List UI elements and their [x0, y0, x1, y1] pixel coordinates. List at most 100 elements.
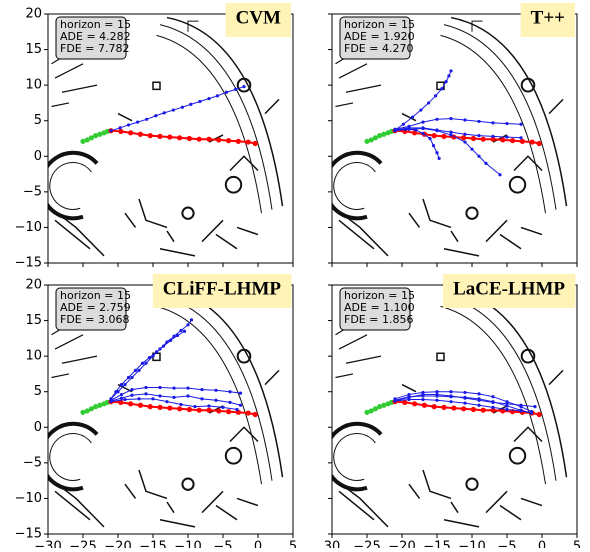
trajectory-point [163, 111, 166, 114]
trajectory-point [181, 106, 184, 109]
trajectory-point [148, 404, 153, 409]
trajectory-point [435, 118, 438, 121]
trajectory-point [530, 411, 533, 414]
trajectory-point [407, 126, 410, 129]
trajectory-point [428, 137, 431, 140]
trajectory-point [451, 405, 456, 410]
trajectory-point [471, 136, 476, 141]
trajectory-point [253, 412, 258, 417]
panel-title: T++ [531, 7, 565, 28]
trajectory-point [239, 404, 242, 407]
trajectory-point [169, 339, 172, 342]
trajectory-point [144, 386, 147, 389]
x-tick-label: −30 [34, 540, 61, 549]
trajectory-point [189, 103, 192, 106]
x-tick-label: −15 [423, 540, 450, 549]
trajectory-point [449, 390, 452, 393]
trajectory-point [435, 128, 438, 131]
x-tick-label: −5 [497, 540, 516, 549]
trajectory-point [148, 356, 151, 359]
trajectory-point [137, 369, 140, 372]
trajectory-point [402, 123, 405, 126]
trajectory-point [421, 126, 424, 129]
trajectory-point [235, 408, 238, 411]
x-tick-label: 5 [573, 540, 581, 549]
y-tick-label: −10 [15, 220, 42, 235]
trajectory-point [461, 406, 466, 411]
trajectory-point [172, 396, 175, 399]
trajectory-point [134, 369, 137, 372]
trajectory-point [471, 407, 476, 412]
trajectory-point [463, 140, 466, 143]
trajectory-point [449, 117, 452, 120]
x-tick-label: 0 [538, 540, 546, 549]
trajectory-point [463, 391, 466, 394]
trajectory-point [200, 397, 203, 400]
trajectory-point [226, 138, 231, 143]
trajectory-point [481, 408, 486, 413]
trajectory-point [463, 118, 466, 121]
trajectory-point [157, 134, 162, 139]
trajectory-point [449, 400, 452, 403]
trajectory-point [127, 123, 130, 126]
annotation-text: FDE = 1.856 [344, 313, 413, 326]
trajectory-point [130, 388, 133, 391]
trajectory-point [177, 135, 182, 140]
trajectory-point [427, 101, 430, 104]
trajectory-point [221, 406, 224, 409]
trajectory-point [130, 394, 133, 397]
x-tick-label: −15 [139, 540, 166, 549]
trajectory-point [463, 397, 466, 400]
x-tick-label: 30 [324, 540, 341, 549]
y-tick-label: −10 [15, 491, 42, 506]
trajectory-point [207, 97, 210, 100]
trajectory-point [422, 403, 427, 408]
trajectory-point [167, 134, 172, 139]
trajectory-point [179, 329, 182, 332]
y-tick-label: 15 [25, 42, 42, 57]
trajectory-point [461, 135, 466, 140]
trajectory-point [510, 138, 515, 143]
y-tick-label: −5 [23, 184, 42, 199]
trajectory-point [519, 123, 522, 126]
trajectory-point [533, 405, 536, 408]
trajectory-point [214, 399, 217, 402]
trajectory-point [537, 412, 542, 417]
panel: horizon = 15ADE = 1.920FDE = 4.270T++ [325, 3, 577, 267]
trajectory-point [477, 392, 480, 395]
x-tick-label: 5 [289, 540, 297, 549]
trajectory-point [491, 401, 494, 404]
trajectory-point [145, 118, 148, 121]
trajectory-point [246, 410, 251, 415]
trajectory-point [434, 94, 437, 97]
y-tick-label: 10 [25, 78, 42, 93]
trajectory-point [477, 399, 480, 402]
trajectory-point [421, 398, 424, 401]
x-tick-label: −20 [388, 540, 415, 549]
trajectory-point [491, 121, 494, 124]
x-tick-label: −5 [213, 540, 232, 549]
annotation-text: FDE = 7.782 [60, 42, 129, 55]
trajectory-point [449, 130, 452, 133]
trajectory-point [393, 399, 396, 402]
trajectory-point [187, 407, 192, 412]
trajectory-point [176, 334, 179, 337]
trajectory-point [445, 80, 448, 83]
x-tick-label: −25 [69, 540, 96, 549]
trajectory-point [151, 397, 154, 400]
trajectory-point [236, 139, 241, 144]
trajectory-point [412, 401, 417, 406]
trajectory-point [216, 408, 221, 413]
trajectory-point [419, 108, 422, 111]
annotation-text: FDE = 4.270 [344, 42, 413, 55]
trajectory-point [537, 141, 542, 146]
trajectory-point [421, 132, 424, 135]
trajectory-point [484, 162, 487, 165]
trajectory-point [186, 394, 189, 397]
trajectory-point [432, 133, 437, 138]
trajectory-point [505, 402, 508, 405]
trajectory-point [114, 390, 117, 393]
trajectory-point [154, 114, 157, 117]
trajectory-point [228, 401, 231, 404]
trajectory-point [491, 406, 494, 409]
